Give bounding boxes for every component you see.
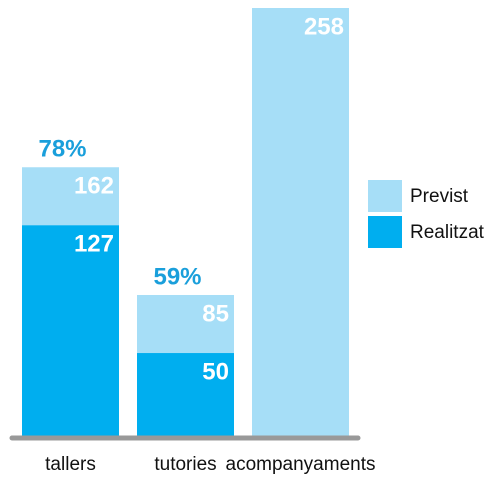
value-label: 85 [202,300,229,327]
legend-label: Previst [410,186,469,207]
legend-swatch [368,180,402,212]
value-label: 162 [74,173,114,200]
value-label: 258 [304,13,344,40]
x-tick-label: tutories [154,454,216,475]
value-label: 50 [202,358,229,385]
bar [137,353,234,436]
legend-label: Realitzat [410,222,485,243]
rate-label: 78% [38,136,86,163]
legend-swatch [368,216,402,248]
rate-label: 59% [153,263,201,290]
x-tick-label: acompanyaments [226,454,376,475]
bar [22,225,119,436]
x-tick-label: tallers [45,454,96,475]
bar [252,8,349,436]
value-label: 127 [74,231,114,258]
